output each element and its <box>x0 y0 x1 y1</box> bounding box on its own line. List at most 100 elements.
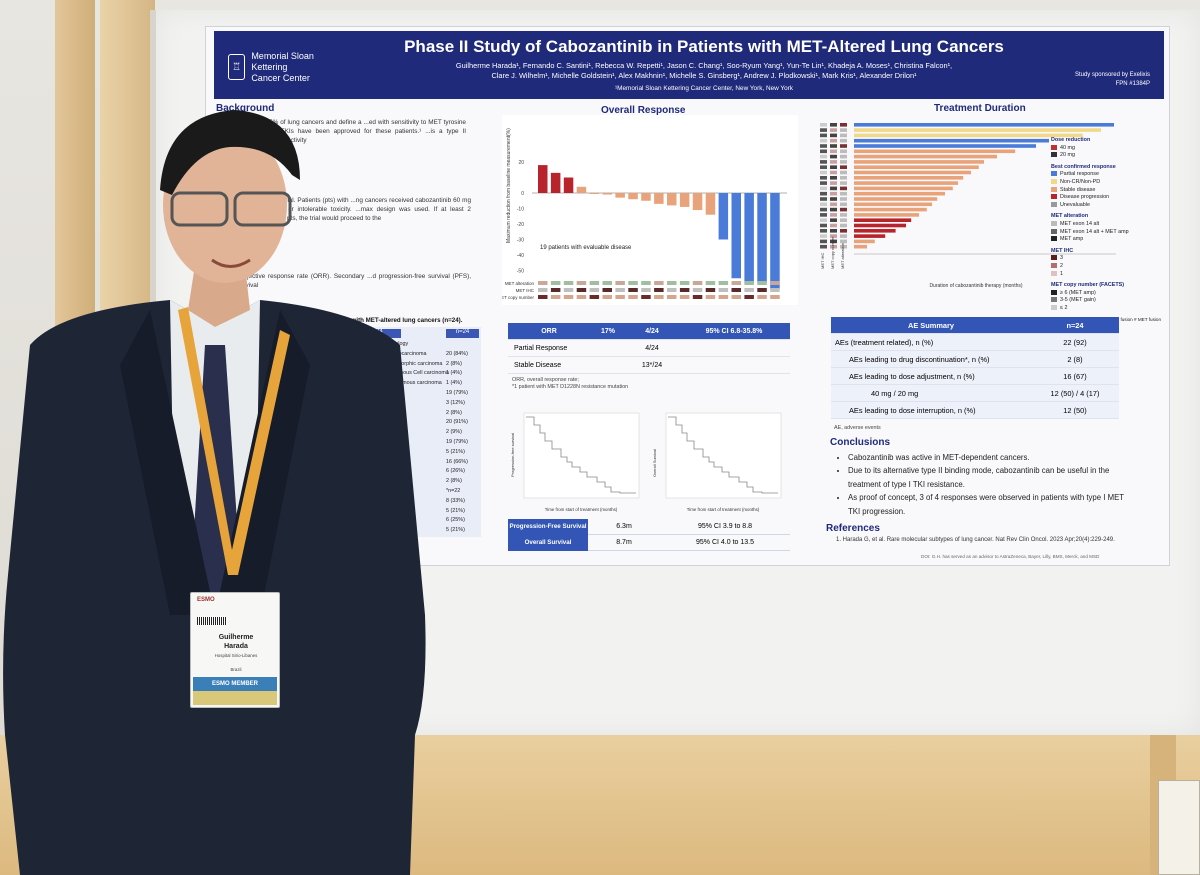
background-heading: Background <box>216 103 275 114</box>
poster-header: ♖ Memorial Sloan Kettering Cancer Center… <box>214 31 1164 99</box>
met-copy-cell <box>576 295 587 299</box>
met-alteration-cell <box>840 218 847 222</box>
swimmer-bar <box>854 149 1016 154</box>
met-alteration-cell <box>615 281 625 285</box>
legend-heading: MET IHC <box>1051 247 1074 254</box>
met-alteration-cell <box>840 144 847 148</box>
legend-item: Unevaluable <box>1051 202 1161 210</box>
swimmer-row-label: MET copy number <box>830 236 835 269</box>
table-cell-value: 19 (79%) <box>446 439 468 445</box>
met-ihc-cell <box>820 197 827 201</box>
waterfall-bar <box>667 193 677 206</box>
swimmer-row-label: MET IHC <box>820 253 825 269</box>
km-xlabel: Time from start of treatment (months) <box>545 507 618 512</box>
table-cell-value: 20 (84%) <box>446 350 468 357</box>
swimmer-bar <box>854 133 1083 138</box>
legend-label: Non-CR/Non-PD <box>1060 178 1101 185</box>
legend-item: Disease progression <box>1051 194 1161 202</box>
references-heading: References <box>826 523 880 534</box>
legend-item: 3 <box>1051 255 1161 263</box>
legend-item: ≥ 6 (MET amp) <box>1051 290 1161 298</box>
legend-swatch <box>1051 221 1057 227</box>
suit-lapel <box>120 310 215 615</box>
legend-label: 1 <box>1060 270 1063 277</box>
legend-label: MET exon 14 alt + MET amp <box>1060 228 1129 235</box>
table-cell-histology: ...squamous carcinoma <box>386 380 442 387</box>
legend-item: 40 mg <box>1051 145 1161 153</box>
glasses-icon <box>170 191 229 227</box>
legend-item: ≤ 2 <box>1051 305 1161 313</box>
survival-median: 8.7m <box>616 539 632 546</box>
legend-label: 40 mg <box>1060 144 1075 151</box>
met-alteration-cell <box>840 181 847 185</box>
met-alteration-cell <box>840 186 847 191</box>
met-ihc-cell <box>820 223 827 228</box>
table-header: n=24 <box>446 329 479 338</box>
met-copy-cell <box>830 133 837 138</box>
ae-header-cell: AE Summary <box>907 320 954 330</box>
waterfall-note: 19 patients with evaluable disease <box>540 245 632 251</box>
km-curve-line <box>668 416 778 494</box>
waterfall-ylabel: Maximum reduction from baseline measurem… <box>506 128 512 243</box>
met-copy-cell <box>830 218 837 222</box>
legend-label: 20 mg <box>1060 152 1075 159</box>
met-copy-cell <box>718 295 729 299</box>
waterfall-bar <box>550 172 561 193</box>
met-ihc-cell <box>757 288 767 292</box>
met-alteration-cell <box>563 281 574 285</box>
met-copy-cell <box>667 295 677 299</box>
waterfall-bar <box>602 193 612 195</box>
legend-swatch <box>1051 289 1057 295</box>
met-copy-cell <box>830 144 837 148</box>
ae-row: AEs leading to dose adjustment, n (%) 16 … <box>831 368 1119 385</box>
met-ihc-cell <box>820 160 827 164</box>
met-ihc-cell <box>820 128 827 132</box>
met-copy-cell <box>550 295 561 299</box>
met-alteration-cell <box>692 281 703 285</box>
waterfall-bar <box>744 193 754 283</box>
institution-name: Memorial Sloan Kettering <box>251 50 314 72</box>
authors-line: Guilherme Harada¹, Fernando C. Santini¹,… <box>455 61 953 70</box>
met-copy-cell <box>830 154 837 159</box>
legend-heading: Best confirmed response <box>1051 163 1116 170</box>
ae-row: AEs (treatment related), n (%) 22 (92) <box>831 334 1119 351</box>
table-cell-histology: Adenocarcinoma <box>386 350 427 357</box>
legend-label: 2 <box>1060 262 1063 269</box>
met-copy-cell <box>731 295 741 299</box>
table-cell-value: 6 (25%) <box>446 517 465 524</box>
methods-text: ..., single-arm, phase 2 trial. Patients… <box>216 197 471 222</box>
met-ihc-cell <box>820 176 827 180</box>
met-copy-cell <box>830 181 837 185</box>
sponsor-note: Study sponsored by Exelixis FPN #1384P <box>1075 71 1150 89</box>
waterfall-bar <box>770 193 780 290</box>
waterfall-bar <box>538 165 548 193</box>
met-ihc-cell <box>770 288 780 292</box>
met-alteration-cell <box>840 149 847 154</box>
met-copy-cell <box>830 123 837 127</box>
table-cell-value: 19 (79%) <box>446 390 468 396</box>
met-alteration-cell <box>602 281 612 285</box>
waterfall-tick: 0 <box>521 191 524 197</box>
met-alteration-cell <box>840 133 847 138</box>
met-ihc-cell <box>820 144 827 148</box>
met-copy-cell <box>830 234 837 238</box>
board-tag <box>1158 780 1200 875</box>
legend-fusion-note: *ROS1 fusion # MET fusion <box>1104 317 1161 323</box>
waterfall-tick: -20 <box>517 222 524 228</box>
waterfall-tick: -10 <box>517 207 524 213</box>
legend-label: 3 <box>1060 255 1063 262</box>
met-ihc-cell <box>550 288 561 292</box>
poster-affiliation: ¹Memorial Sloan Kettering Cancer Center,… <box>615 85 793 92</box>
orr-header-row: ORR 17% 4/24 95% CI 6.8-35.8% <box>508 323 790 340</box>
waterfall-bar <box>641 193 651 201</box>
presenter-person <box>3 110 426 875</box>
met-ihc-cell <box>820 213 827 217</box>
badge-name: Guilherme Harada <box>191 633 281 651</box>
ae-note: AE, adverse events <box>834 425 881 431</box>
characteristics-table-title: ...tics of patients with MET-altered lun… <box>301 317 463 324</box>
met-alteration-cell <box>538 281 548 285</box>
met-copy-cell <box>830 128 837 132</box>
legend-heading: Dose reduction <box>1051 137 1091 143</box>
table-cell-value: 5 (21%) <box>446 527 465 534</box>
met-ihc-cell <box>820 165 827 169</box>
